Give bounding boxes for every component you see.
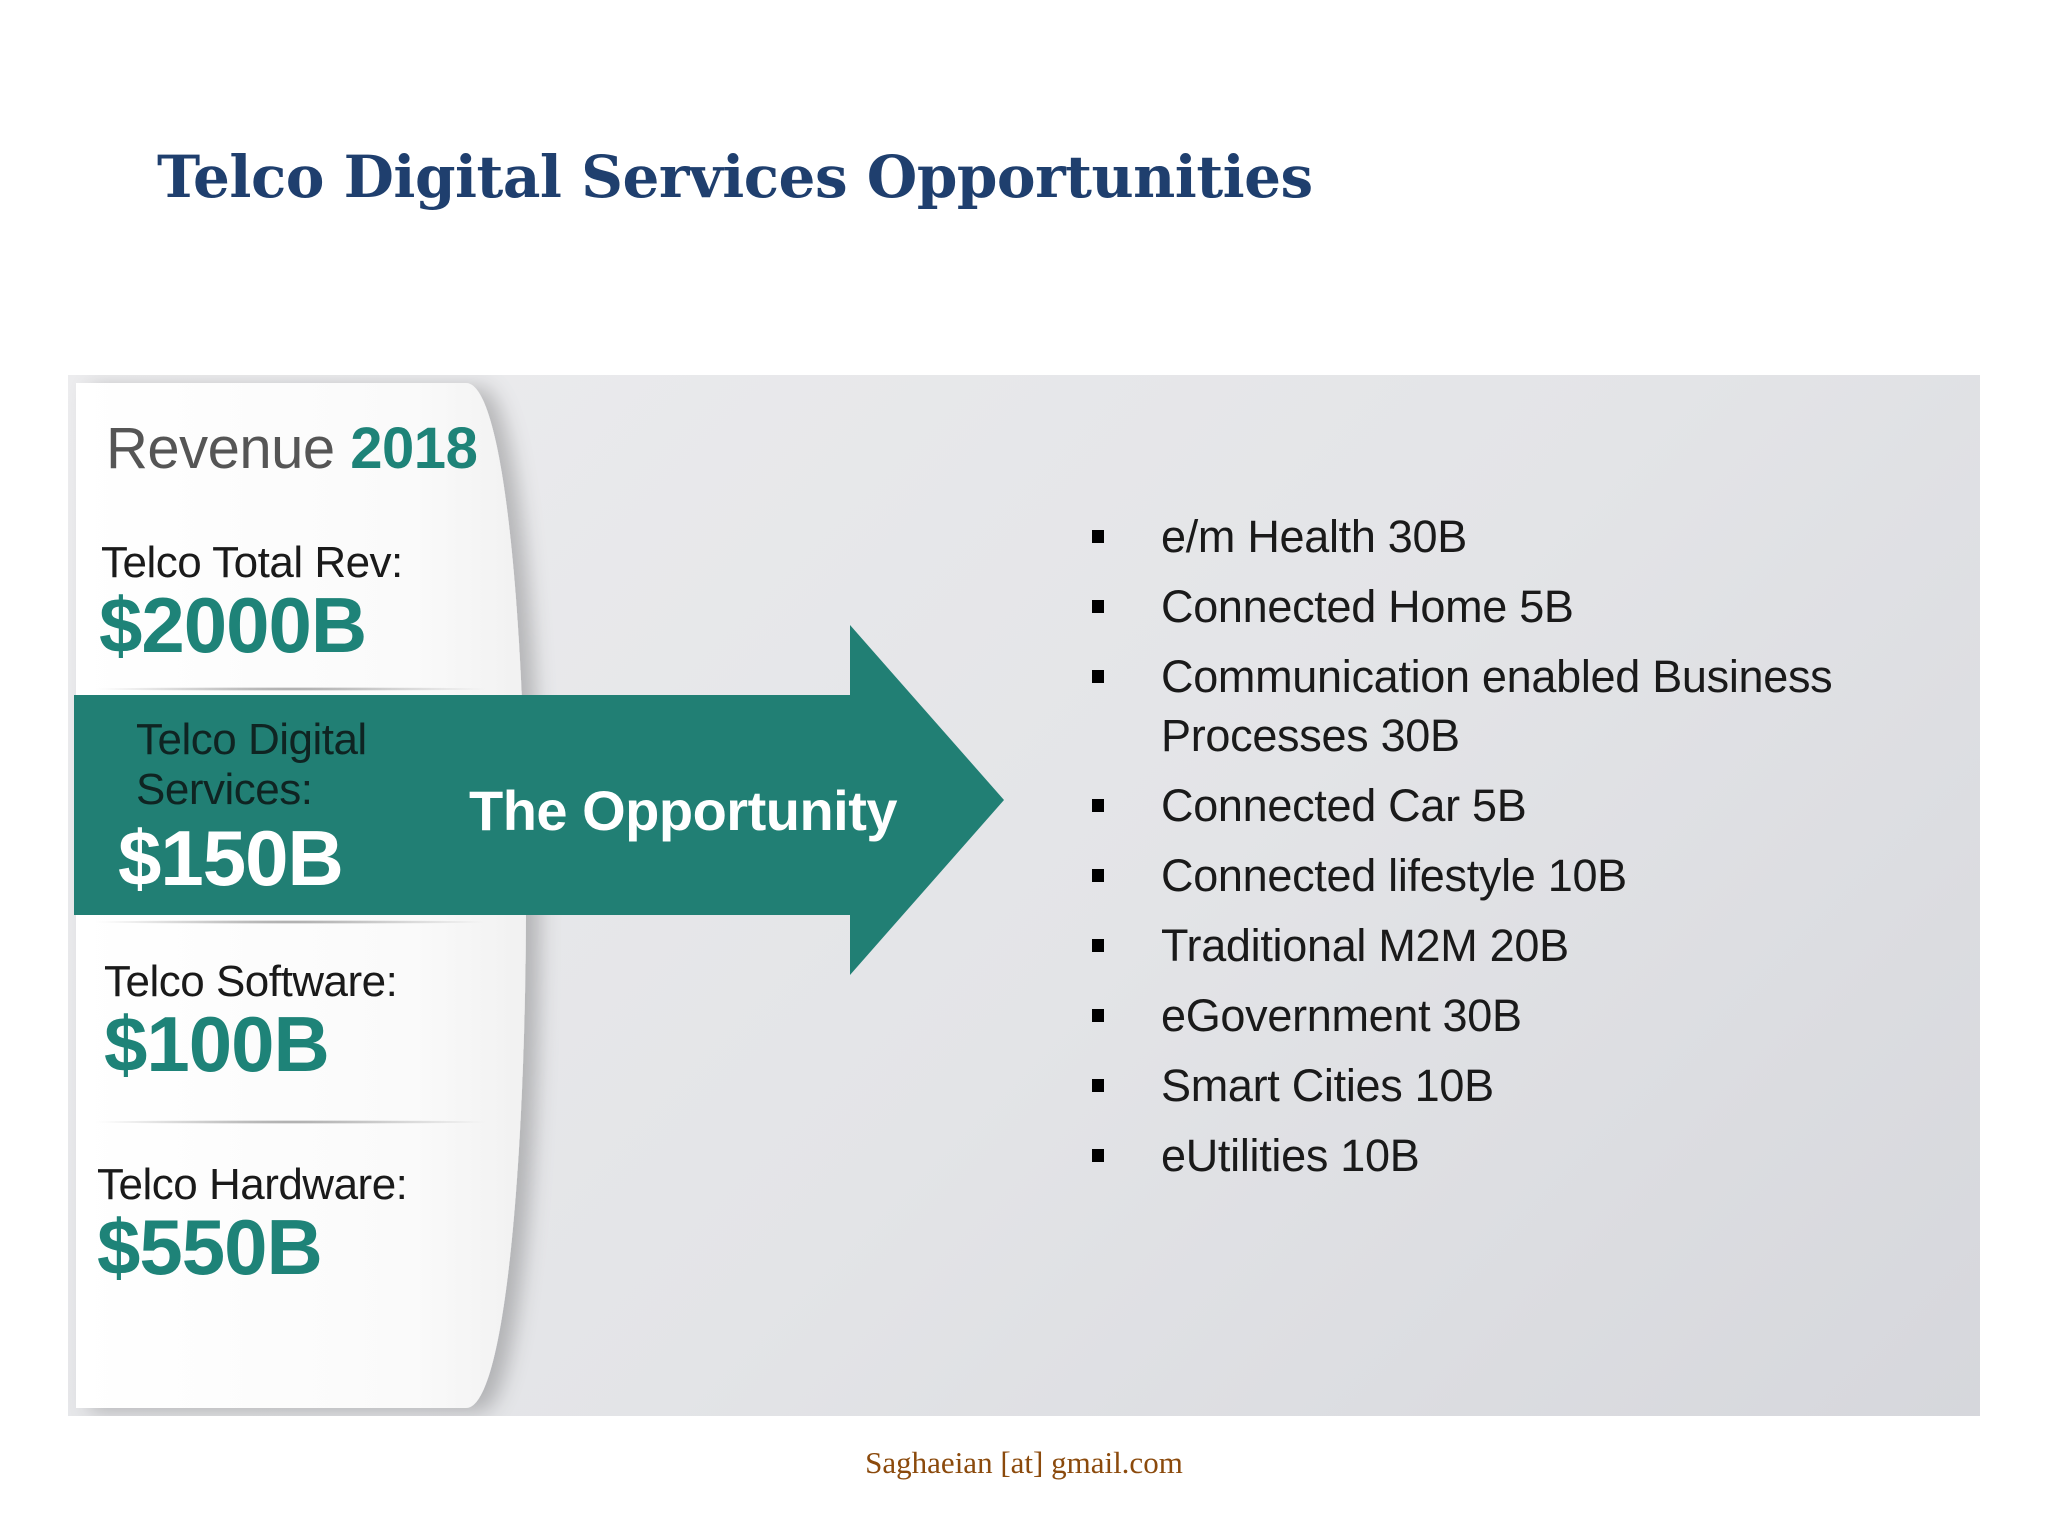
list-item-text: Connected Home 5B bbox=[1161, 581, 1574, 632]
square-bullet-icon bbox=[1092, 799, 1104, 812]
total-revenue-value: $2000B bbox=[99, 581, 367, 669]
software-revenue-label: Telco Software: bbox=[104, 957, 398, 1006]
divider-lower bbox=[96, 1120, 486, 1124]
square-bullet-icon bbox=[1092, 530, 1104, 543]
digital-services-value: $150B bbox=[118, 814, 344, 902]
list-item-text: eGovernment 30B bbox=[1161, 990, 1522, 1041]
list-item-text: eUtilities 10B bbox=[1161, 1130, 1420, 1181]
square-bullet-icon bbox=[1092, 600, 1104, 613]
square-bullet-icon bbox=[1092, 1149, 1104, 1162]
panel-graphics bbox=[74, 383, 1004, 1408]
list-item-text: Connected Car 5B bbox=[1161, 780, 1527, 831]
divider-upper bbox=[96, 920, 486, 924]
content-panel: Revenue 2018 Telco Total Rev: $2000B Tel… bbox=[68, 375, 1980, 1416]
list-item-text: Connected lifestyle 10B bbox=[1161, 850, 1627, 901]
list-item: Smart Cities 10B bbox=[1086, 1056, 1980, 1115]
total-revenue-label: Telco Total Rev: bbox=[101, 538, 403, 587]
square-bullet-icon bbox=[1092, 670, 1104, 683]
square-bullet-icon bbox=[1092, 869, 1104, 882]
list-item: Connected lifestyle 10B bbox=[1086, 846, 1980, 905]
list-item: Connected Home 5B bbox=[1086, 577, 1980, 636]
list-item: e/m Health 30B bbox=[1086, 507, 1980, 566]
list-item: eUtilities 10B bbox=[1086, 1126, 1980, 1185]
revenue-heading-prefix: Revenue bbox=[106, 416, 335, 481]
divider-top bbox=[96, 687, 486, 691]
digital-services-label: Telco Digital Services: bbox=[136, 715, 367, 814]
software-revenue-value: $100B bbox=[104, 1000, 330, 1088]
square-bullet-icon bbox=[1092, 1079, 1104, 1092]
list-item-text: Communication enabled Business Processes… bbox=[1161, 651, 1833, 761]
revenue-heading: Revenue 2018 bbox=[106, 415, 478, 482]
square-bullet-icon bbox=[1092, 939, 1104, 952]
hardware-revenue-value: $550B bbox=[97, 1203, 323, 1291]
revenue-heading-year: 2018 bbox=[350, 416, 478, 481]
list-item: Communication enabled Business Processes… bbox=[1086, 647, 1980, 765]
opportunity-arrow-shape bbox=[74, 625, 1004, 975]
hardware-revenue-label: Telco Hardware: bbox=[97, 1160, 408, 1209]
list-item: Traditional M2M 20B bbox=[1086, 916, 1980, 975]
revenue-bubble: Revenue 2018 Telco Total Rev: $2000B Tel… bbox=[68, 375, 588, 1416]
square-bullet-icon bbox=[1092, 1009, 1104, 1022]
opportunity-list: e/m Health 30B Connected Home 5B Communi… bbox=[1086, 507, 1980, 1196]
slide-title: Telco Digital Services Opportunities bbox=[157, 143, 1313, 211]
list-item-text: Traditional M2M 20B bbox=[1161, 920, 1569, 971]
list-item-text: Smart Cities 10B bbox=[1161, 1060, 1494, 1111]
footer-contact: Saghaeian [at] gmail.com bbox=[865, 1445, 1183, 1480]
list-item: Connected Car 5B bbox=[1086, 776, 1980, 835]
opportunity-arrow-label: The Opportunity bbox=[469, 779, 898, 842]
list-item-text: e/m Health 30B bbox=[1161, 511, 1467, 562]
list-item: eGovernment 30B bbox=[1086, 986, 1980, 1045]
